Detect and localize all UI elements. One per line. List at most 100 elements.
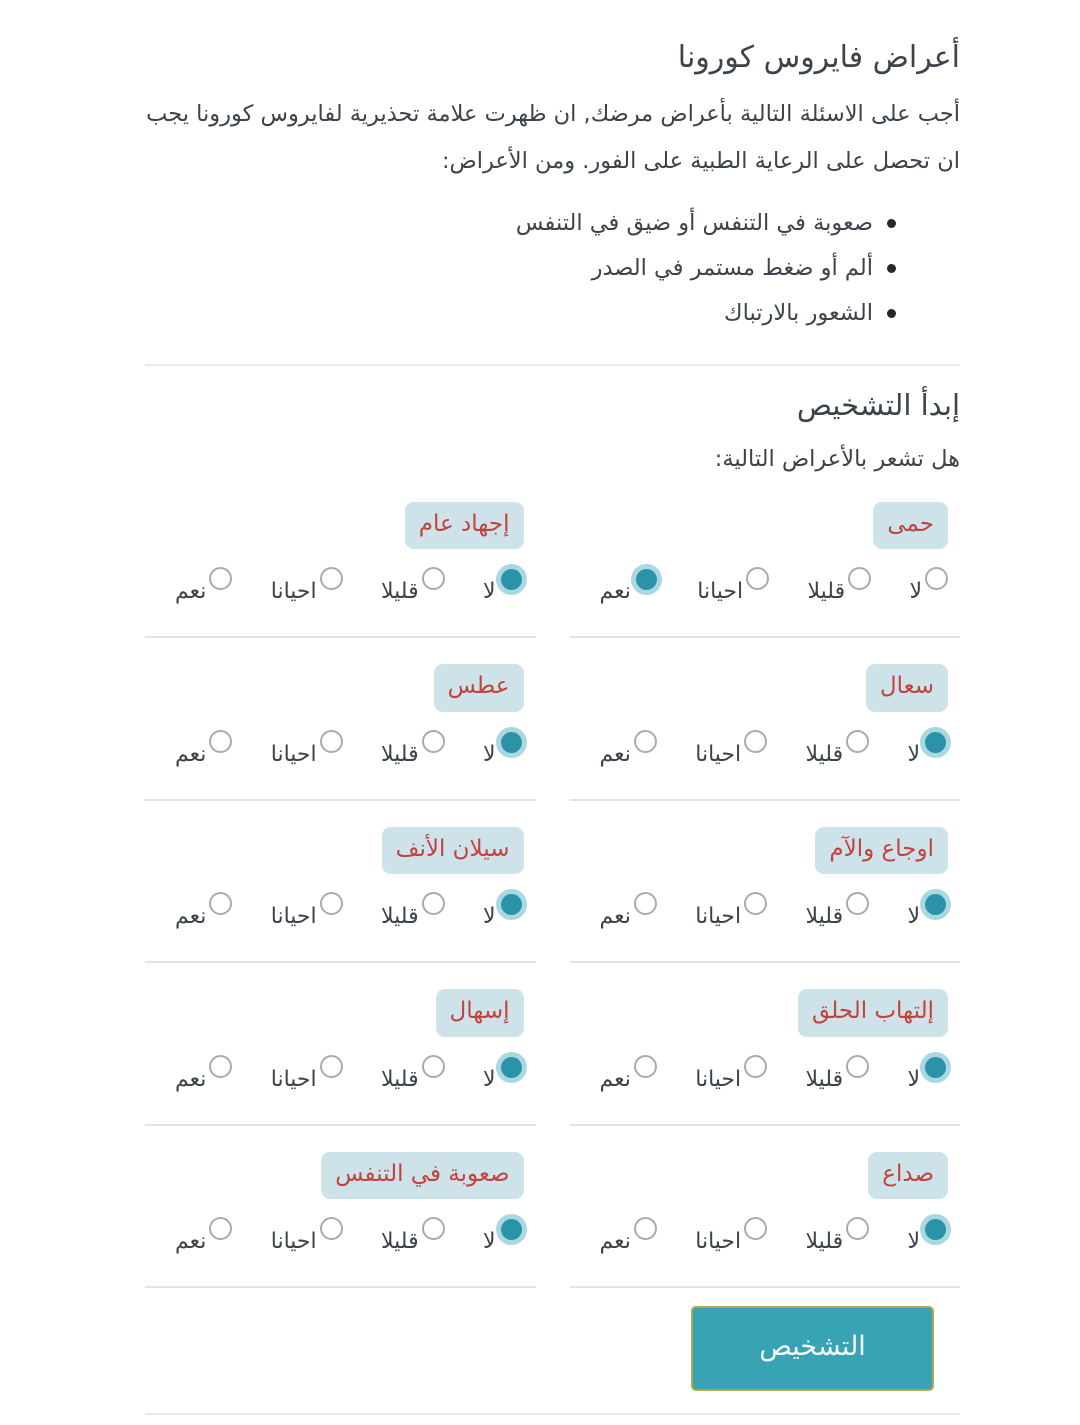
radio-icon[interactable] [421, 729, 445, 753]
radio-option[interactable]: قليلا [806, 892, 870, 929]
radio-icon[interactable] [500, 1219, 522, 1241]
radio-option[interactable]: قليلا [381, 567, 445, 604]
radio-icon[interactable] [209, 892, 233, 916]
radio-option[interactable]: لا [483, 1055, 524, 1092]
radio-icon[interactable] [319, 729, 343, 753]
radio-icon[interactable] [209, 729, 233, 753]
diagnose-button[interactable]: التشخيص [691, 1306, 934, 1392]
radio-icon[interactable] [500, 1056, 522, 1078]
radio-icon[interactable] [319, 567, 343, 591]
radio-icon[interactable] [925, 731, 946, 753]
radio-icon[interactable] [846, 729, 870, 753]
radio-icon[interactable] [209, 1054, 233, 1078]
radio-icon[interactable] [421, 1217, 445, 1241]
radio-label: نعم [599, 579, 631, 605]
radio-icon[interactable] [209, 1217, 233, 1241]
radio-label: لا [909, 579, 922, 605]
radio-icon[interactable] [319, 1217, 343, 1241]
radio-icon[interactable] [925, 1219, 946, 1241]
radio-option[interactable]: احيانا [271, 1217, 343, 1254]
radio-option[interactable]: نعم [175, 729, 233, 767]
radio-label: احيانا [270, 579, 317, 605]
warning-signs-list: صعوبة في التنفس أو ضيق في التنفس ألم أو … [145, 210, 896, 326]
symptom-label: إسهال [435, 989, 524, 1037]
radio-option[interactable]: قليلا [806, 729, 870, 767]
radio-option[interactable]: احيانا [270, 1054, 343, 1092]
radio-icon[interactable] [635, 569, 657, 591]
radio-icon[interactable] [633, 729, 657, 753]
radio-option[interactable]: نعم [175, 892, 233, 929]
radio-icon[interactable] [421, 892, 445, 916]
radio-option[interactable]: نعم [600, 729, 657, 767]
symptom-options: لا قليلا احيانا نعم [576, 892, 949, 929]
radio-option[interactable]: لا [483, 1217, 524, 1254]
radio-label: احيانا [270, 1066, 317, 1092]
radio-icon[interactable] [633, 892, 657, 916]
radio-option[interactable]: لا [483, 567, 524, 604]
radio-option[interactable]: نعم [600, 1054, 657, 1092]
radio-label: لا [482, 1066, 496, 1092]
radio-option[interactable]: احيانا [697, 567, 770, 604]
symptom-label: صداع [868, 1151, 948, 1200]
radio-option[interactable]: لا [483, 892, 524, 929]
radio-icon[interactable] [746, 567, 770, 591]
radio-icon[interactable] [925, 1056, 946, 1078]
symptom-options: لا قليلا احيانا نعم [151, 1054, 524, 1092]
radio-option[interactable]: نعم [600, 1217, 657, 1254]
radio-label: قليلا [381, 741, 419, 767]
radio-icon[interactable] [500, 569, 522, 591]
radio-option[interactable]: احيانا [695, 1217, 768, 1255]
radio-icon[interactable] [744, 729, 768, 753]
radio-icon[interactable] [925, 894, 946, 916]
radio-icon[interactable] [633, 1054, 657, 1078]
radio-label: احيانا [695, 1229, 742, 1255]
radio-icon[interactable] [846, 1217, 870, 1241]
radio-icon[interactable] [846, 892, 870, 916]
radio-option[interactable]: احيانا [695, 1054, 768, 1092]
radio-option[interactable]: لا [907, 730, 948, 767]
radio-icon[interactable] [319, 892, 343, 916]
radio-option[interactable]: قليلا [806, 1217, 870, 1254]
radio-option[interactable]: احيانا [271, 567, 343, 604]
radio-option[interactable]: نعم [175, 567, 233, 604]
bottom-divider [145, 1413, 960, 1416]
radio-option[interactable]: نعم [600, 892, 657, 929]
radio-option[interactable]: قليلا [381, 1054, 445, 1092]
radio-option[interactable]: قليلا [381, 729, 445, 767]
radio-icon[interactable] [744, 1217, 768, 1241]
radio-option[interactable]: قليلا [806, 1054, 870, 1092]
symptom-card: حمى لا قليلا احيانا نعم [569, 476, 960, 639]
diagnosis-section: إبدأ التشخيص هل تشعر بالأعراض التالية: ح… [145, 388, 960, 1392]
radio-option[interactable]: قليلا [381, 892, 445, 929]
radio-icon[interactable] [421, 1054, 445, 1078]
radio-option[interactable]: نعم [600, 567, 659, 604]
radio-icon[interactable] [209, 567, 233, 591]
radio-icon[interactable] [500, 894, 522, 916]
radio-option[interactable]: لا [909, 567, 948, 604]
radio-option[interactable]: قليلا [381, 1217, 445, 1254]
radio-option[interactable]: قليلا [808, 567, 872, 604]
radio-option[interactable]: احيانا [271, 892, 343, 929]
radio-label: قليلا [381, 904, 419, 930]
radio-icon[interactable] [925, 567, 948, 591]
radio-icon[interactable] [744, 892, 768, 916]
radio-option[interactable]: احيانا [695, 729, 768, 767]
radio-icon[interactable] [848, 567, 872, 591]
radio-icon[interactable] [421, 567, 445, 591]
radio-label: قليلا [807, 579, 846, 605]
radio-option[interactable]: لا [907, 1217, 948, 1254]
radio-label: نعم [599, 1229, 631, 1255]
radio-icon[interactable] [319, 1054, 343, 1078]
radio-option[interactable]: لا [907, 892, 948, 929]
radio-icon[interactable] [500, 731, 522, 753]
radio-option[interactable]: نعم [175, 1054, 233, 1092]
radio-icon[interactable] [846, 1054, 870, 1078]
radio-option[interactable]: احيانا [271, 729, 343, 767]
radio-option[interactable]: لا [483, 730, 524, 767]
radio-icon[interactable] [633, 1217, 657, 1241]
radio-label: لا [482, 579, 496, 605]
radio-option[interactable]: لا [907, 1055, 948, 1092]
radio-option[interactable]: نعم [175, 1217, 233, 1254]
radio-option[interactable]: احيانا [695, 892, 768, 929]
radio-icon[interactable] [744, 1054, 768, 1078]
